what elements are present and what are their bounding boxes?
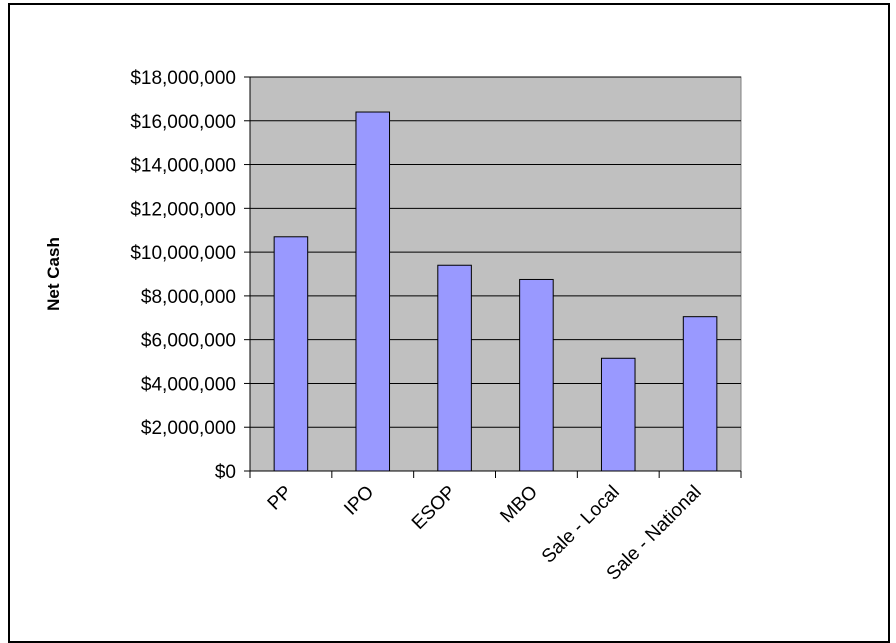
bars <box>273 111 718 472</box>
y-tick-label: $16,000,000 <box>130 112 236 133</box>
bar-chart: $0 $2,000,000 $4,000,000 $6,000,000 $8,000,0… <box>44 68 742 585</box>
y-tick-labels: $0 $2,000,000 $4,000,000 $6,000,000 $8,000,0… <box>130 68 236 483</box>
y-tick-label: $8,000,000 <box>141 287 236 308</box>
plot-area <box>249 76 742 472</box>
x-tick-label: IPO <box>340 482 378 520</box>
x-tick-label: PP <box>264 482 297 515</box>
axes <box>244 76 742 478</box>
bar-ipo <box>355 111 391 472</box>
bar-sale-local <box>600 357 636 472</box>
y-tick-label: $4,000,000 <box>141 374 236 395</box>
y-tick-label: $14,000,000 <box>130 156 236 177</box>
bar-esop <box>437 264 472 472</box>
gridlines <box>250 76 741 428</box>
y-tick-label: $2,000,000 <box>141 418 236 439</box>
bar-pp <box>273 236 309 472</box>
y-tick-label: $12,000,000 <box>130 199 236 220</box>
chart-frame: $0 $2,000,000 $4,000,000 $6,000,000 $8,000,0… <box>8 3 890 643</box>
y-tick-label: $0 <box>215 462 236 483</box>
y-tick-label: $18,000,000 <box>130 68 236 89</box>
y-tick-label: $6,000,000 <box>141 331 236 352</box>
y-tick-label: $10,000,000 <box>130 243 236 264</box>
bar-mbo <box>519 278 554 472</box>
bar-sale-national <box>682 316 718 472</box>
x-tick-label: MBO <box>496 482 541 527</box>
y-axis-title: Net Cash <box>44 237 63 311</box>
x-tick-label: Sale - Local <box>538 482 624 568</box>
x-tick-label: ESOP <box>408 482 460 534</box>
